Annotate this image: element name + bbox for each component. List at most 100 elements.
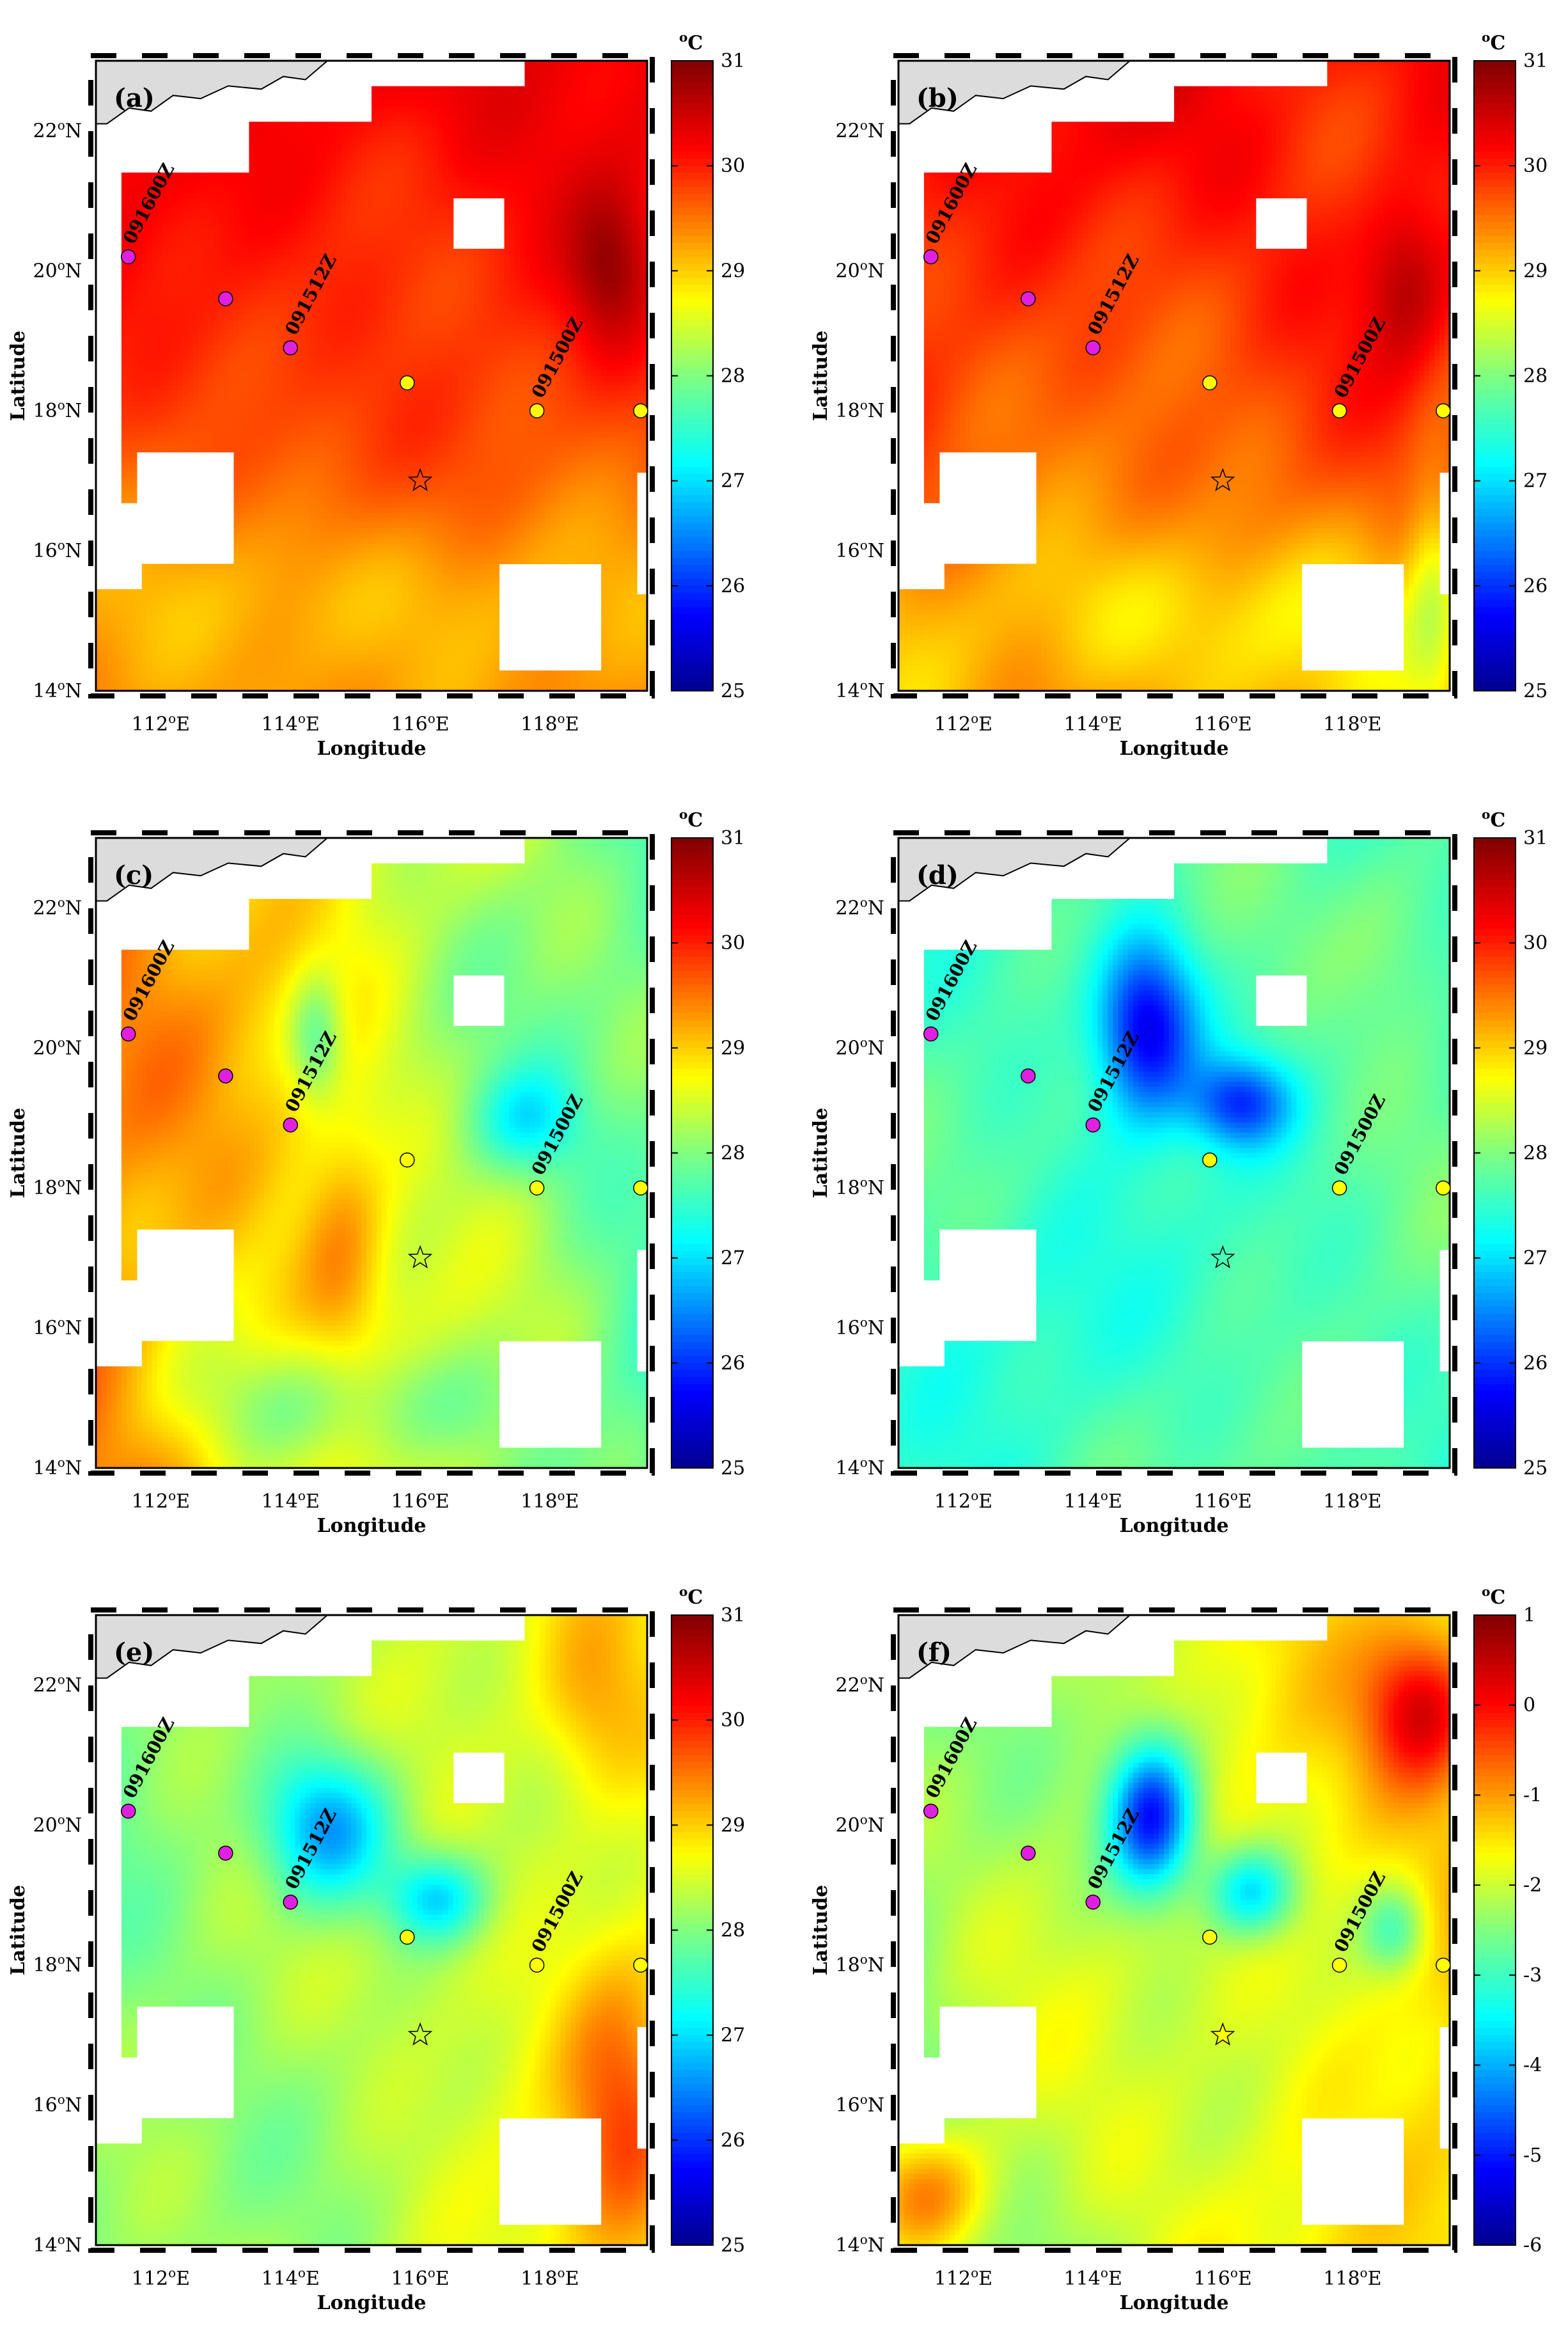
lat-tick-label: 14oN bbox=[33, 677, 82, 702]
track-point bbox=[1021, 1069, 1035, 1083]
x-axis-label: Longitude bbox=[1119, 738, 1228, 760]
lat-tick-label: 14oN bbox=[836, 677, 884, 702]
lon-tick-label: 116oE bbox=[391, 2265, 449, 2290]
x-axis-label: Longitude bbox=[1119, 1515, 1228, 1537]
sst-field bbox=[96, 61, 648, 691]
lat-tick-label: 16oN bbox=[836, 2092, 884, 2117]
y-axis-label: Latitude bbox=[810, 331, 832, 422]
lat-tick-label: 22oN bbox=[836, 117, 884, 142]
track-point bbox=[283, 1895, 297, 1909]
lat-tick-label: 22oN bbox=[33, 894, 82, 919]
colorbar-tick-label: 27 bbox=[721, 1247, 745, 1270]
lat-tick-label: 20oN bbox=[33, 257, 82, 282]
colorbar-tick-label: 31 bbox=[1523, 827, 1548, 849]
lat-tick-label: 18oN bbox=[836, 1952, 884, 1976]
lon-tick-label: 118oE bbox=[1323, 2265, 1381, 2290]
panel-label: (e) bbox=[114, 1637, 154, 1668]
colorbar: 10-1-2-3-4-5-6oC bbox=[1474, 1584, 1542, 2257]
track-point bbox=[924, 1027, 938, 1041]
sst-field bbox=[96, 1615, 648, 2246]
lat-tick-label: 16oN bbox=[33, 1314, 82, 1339]
track-point bbox=[1203, 375, 1217, 390]
colorbar-tick-label: 31 bbox=[721, 827, 745, 849]
colorbar-tick-label: 27 bbox=[1523, 1247, 1548, 1270]
lon-tick-label: 114oE bbox=[262, 2265, 320, 2290]
lat-tick-label: 22oN bbox=[836, 894, 884, 919]
track-point bbox=[283, 1118, 297, 1132]
colorbar-tick-label: 26 bbox=[721, 2129, 745, 2152]
colorbar-tick-label: -4 bbox=[1523, 2055, 1542, 2077]
track-point bbox=[1333, 1958, 1347, 1972]
track-point bbox=[400, 1153, 414, 1167]
colorbar-tick-label: 30 bbox=[721, 932, 745, 954]
lat-tick-label: 20oN bbox=[33, 1811, 82, 1836]
lat-tick-label: 22oN bbox=[33, 1671, 82, 1696]
lat-tick-label: 14oN bbox=[33, 2232, 82, 2257]
colorbar-unit: oC bbox=[1482, 29, 1505, 54]
colorbar-tick-label: 30 bbox=[721, 1709, 745, 1732]
colorbar-tick-label: 30 bbox=[1523, 155, 1548, 177]
lat-tick-label: 18oN bbox=[33, 1174, 82, 1199]
colorbar-unit: oC bbox=[679, 807, 703, 832]
track-point bbox=[122, 1027, 136, 1041]
colorbar-tick-label: -5 bbox=[1523, 2144, 1542, 2166]
colorbar-tick-label: 26 bbox=[1523, 1352, 1548, 1375]
lat-tick-label: 20oN bbox=[836, 1034, 884, 1059]
lat-tick-label: 18oN bbox=[33, 1952, 82, 1976]
y-axis-label: Latitude bbox=[7, 1108, 29, 1199]
track-point bbox=[924, 249, 938, 264]
colorbar-tick-label: 25 bbox=[721, 2234, 745, 2257]
track-point bbox=[400, 375, 414, 390]
panel-label: (b) bbox=[916, 83, 959, 113]
track-point bbox=[1203, 1153, 1217, 1167]
track-point bbox=[1436, 1181, 1450, 1195]
colorbar-tick-label: 27 bbox=[721, 470, 745, 493]
track-point bbox=[1021, 1846, 1035, 1860]
colorbar-unit: oC bbox=[1482, 1584, 1505, 1609]
track-point bbox=[634, 1181, 648, 1195]
track-point bbox=[530, 404, 544, 418]
lon-tick-label: 116oE bbox=[1193, 1488, 1251, 1513]
colorbar-tick-label: 28 bbox=[721, 1142, 745, 1165]
lon-tick-label: 114oE bbox=[1064, 711, 1122, 736]
lon-tick-label: 118oE bbox=[1323, 711, 1381, 736]
panel-label: (f) bbox=[916, 1637, 952, 1668]
track-point bbox=[1086, 1118, 1100, 1132]
colorbar-unit: oC bbox=[679, 1584, 703, 1609]
colorbar-tick-label: 0 bbox=[1523, 1694, 1535, 1717]
map-panel: 112oE 114oE 116oE 118oE14oN16oN18oN20oN22oN… bbox=[7, 29, 745, 760]
panel-label: (d) bbox=[916, 860, 959, 890]
lon-tick-label: 116oE bbox=[1193, 711, 1251, 736]
lat-tick-label: 18oN bbox=[836, 1174, 884, 1199]
lat-tick-label: 22oN bbox=[836, 1671, 884, 1696]
lat-tick-label: 16oN bbox=[33, 537, 82, 562]
track-point bbox=[1086, 341, 1100, 355]
lat-tick-label: 16oN bbox=[836, 537, 884, 562]
colorbar-tick-label: 29 bbox=[721, 1037, 745, 1059]
colorbar-tick-label: 31 bbox=[1523, 50, 1548, 72]
colorbar-tick-label: 28 bbox=[1523, 1142, 1548, 1165]
colorbar-tick-label: 25 bbox=[721, 680, 745, 702]
colorbar-tick-label: 31 bbox=[721, 50, 745, 72]
colorbar-tick-label: 1 bbox=[1523, 1604, 1535, 1627]
colorbar-tick-label: 29 bbox=[1523, 260, 1548, 282]
sst-field bbox=[898, 838, 1450, 1469]
lon-tick-label: 118oE bbox=[521, 2265, 579, 2290]
track-point bbox=[1436, 404, 1450, 418]
colorbar-tick-label: 26 bbox=[721, 575, 745, 597]
lat-tick-label: 14oN bbox=[836, 1455, 884, 1479]
lon-tick-label: 114oE bbox=[262, 711, 320, 736]
y-axis-label: Latitude bbox=[7, 1885, 29, 1976]
colorbar-tick-label: -3 bbox=[1523, 1964, 1542, 1987]
track-point bbox=[122, 1804, 136, 1818]
colorbar-tick-label: 27 bbox=[1523, 470, 1548, 493]
panel-label: (a) bbox=[114, 83, 155, 113]
track-point bbox=[219, 1069, 233, 1083]
track-point bbox=[924, 1804, 938, 1818]
colorbar-tick-label: -6 bbox=[1523, 2234, 1542, 2257]
colorbar-tick-label: 26 bbox=[721, 1352, 745, 1375]
colorbar-tick-label: 25 bbox=[1523, 1457, 1548, 1479]
colorbar-tick-label: 26 bbox=[1523, 575, 1548, 597]
track-point bbox=[1333, 404, 1347, 418]
track-point bbox=[122, 249, 136, 264]
